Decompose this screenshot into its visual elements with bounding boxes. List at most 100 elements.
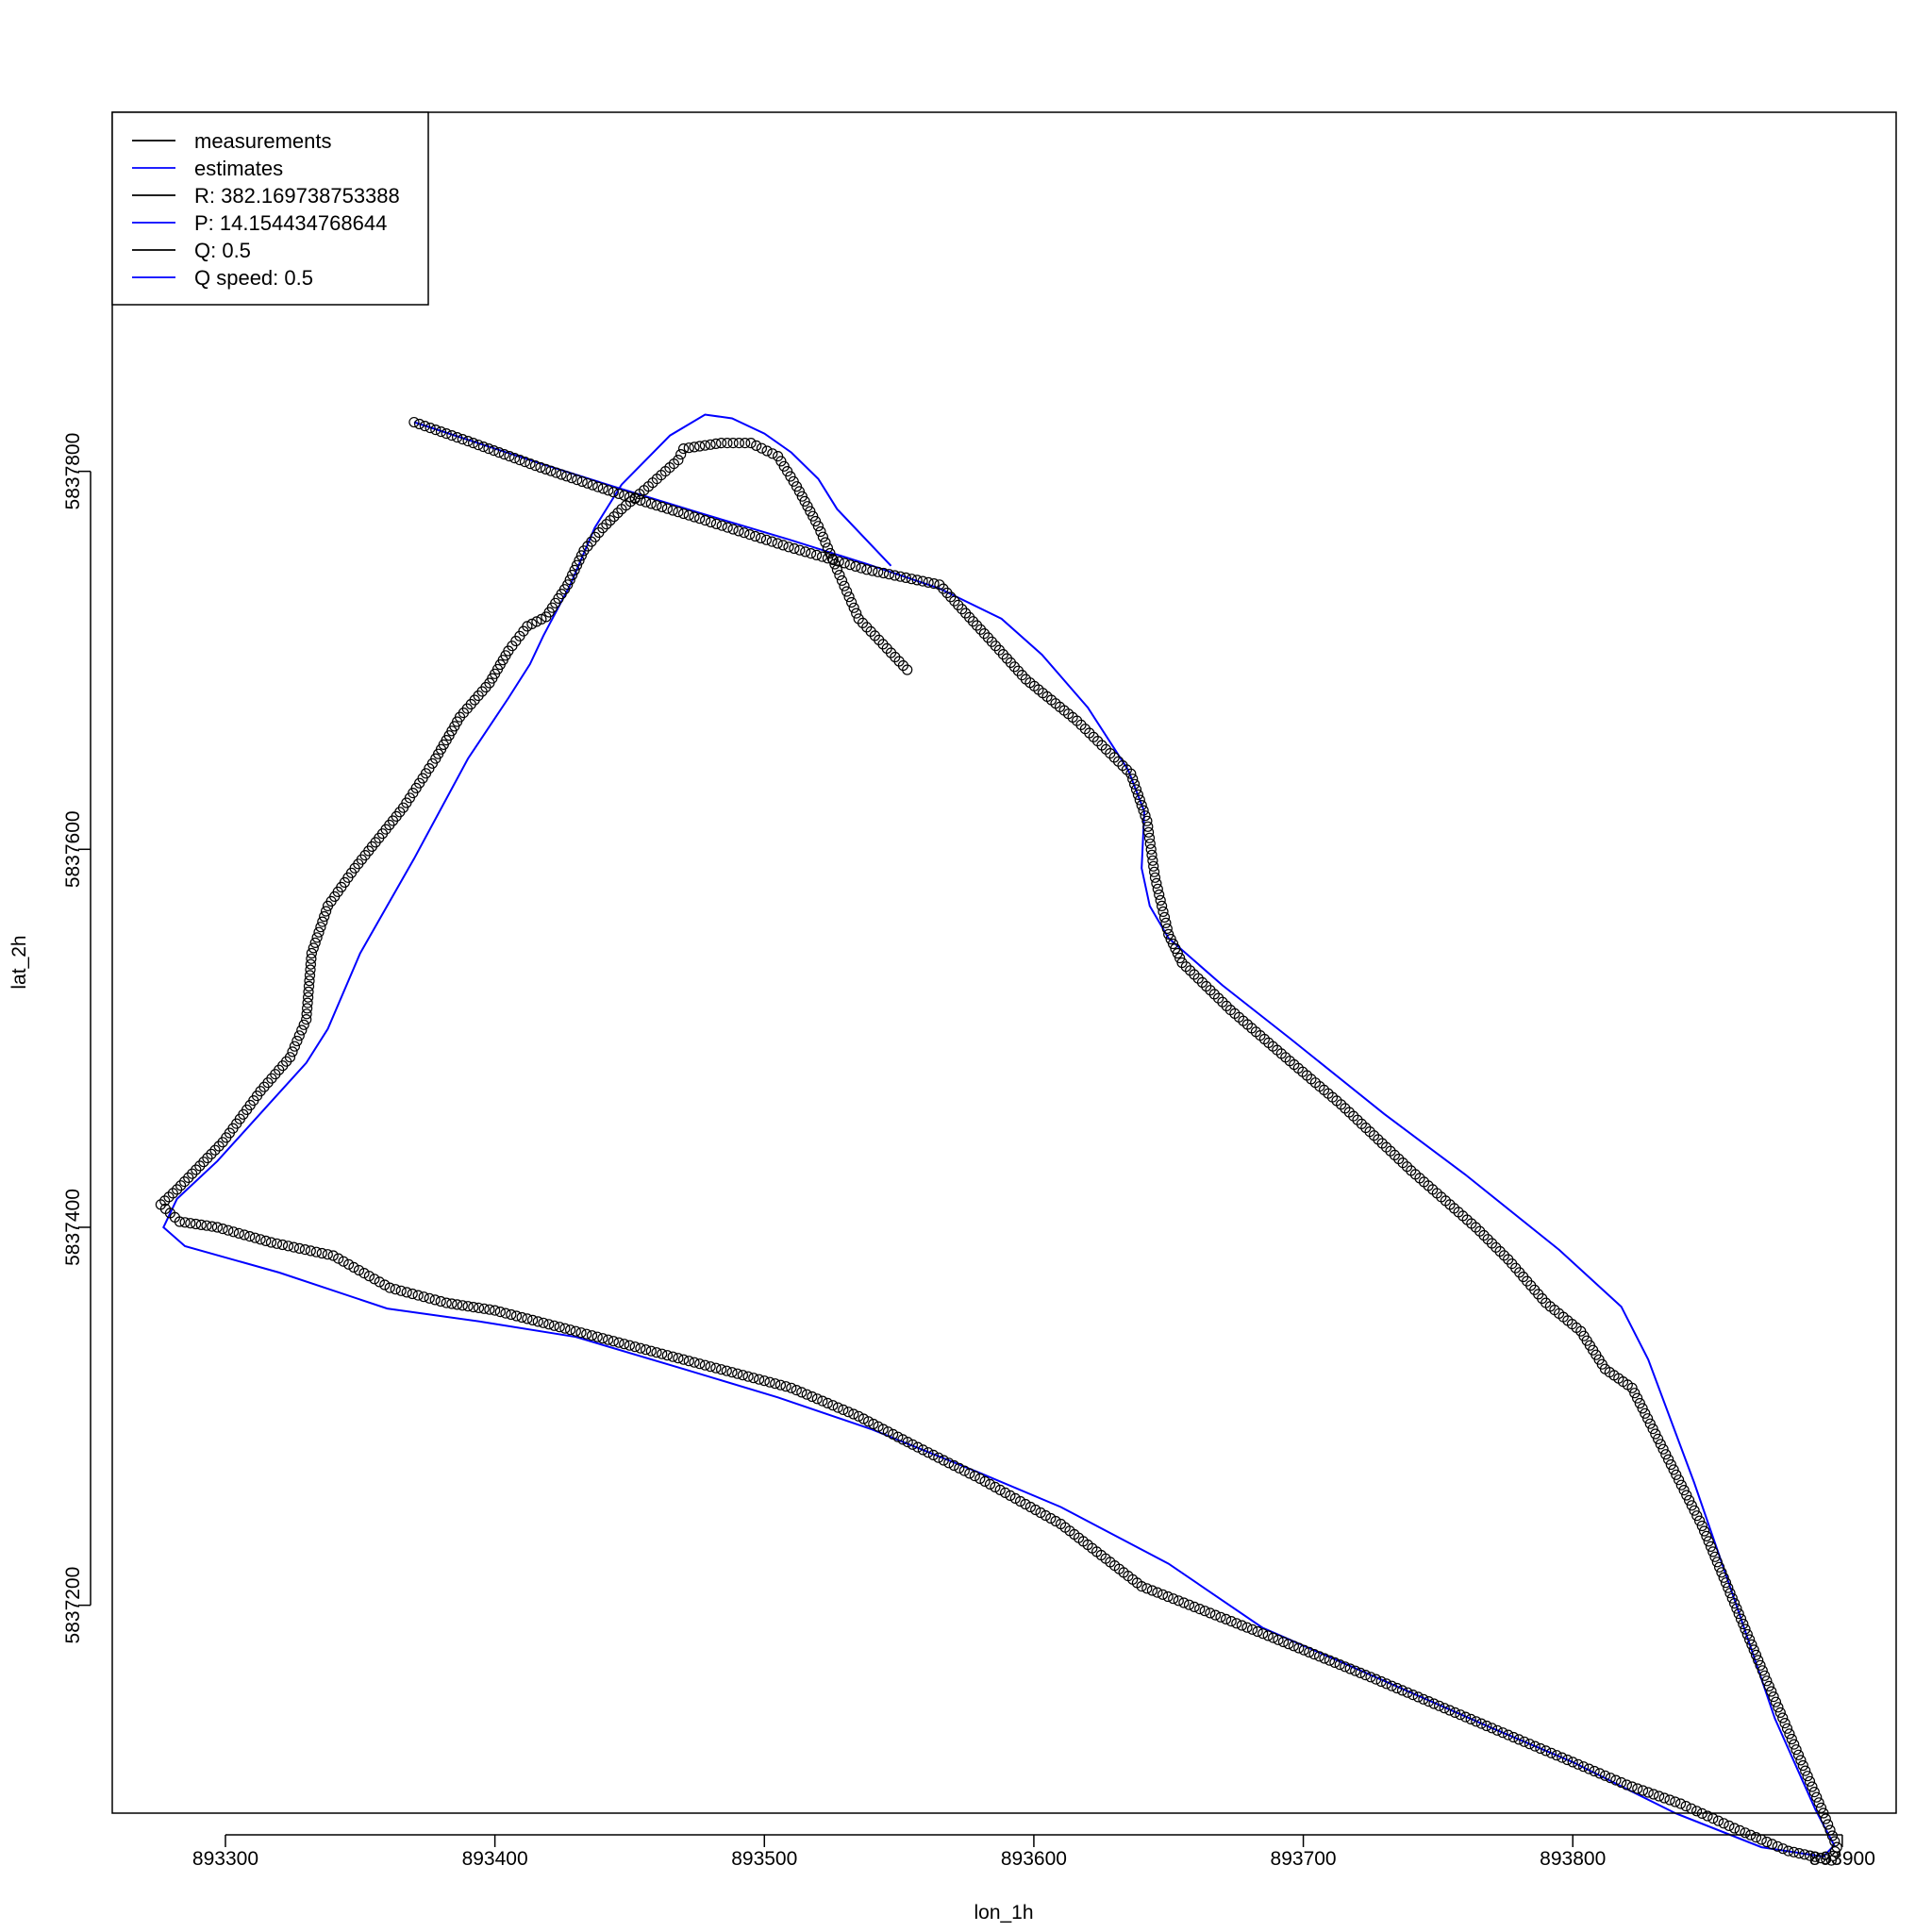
measurement-point [1811,1791,1823,1803]
measurement-point [1165,933,1176,945]
measurement-point [1157,1589,1169,1600]
measurement-point [1471,1716,1482,1727]
measurement-point [1194,1603,1206,1615]
measurement-point [1728,1597,1740,1609]
measurement-point [917,1444,929,1456]
measurement-point [1653,1790,1665,1802]
measurement-point [556,469,567,480]
measurement-point [1642,1787,1654,1798]
y-tick-label: 5837200 [62,1567,84,1644]
measurement-point [858,1413,870,1424]
x-axis-label: lon_1h [974,1902,1033,1924]
measurement-point [1370,1674,1382,1685]
measurement-point [566,569,578,581]
measurement-point [733,525,744,537]
measurement-point [1807,1781,1818,1792]
measurement-point [635,1342,646,1354]
measurement-point [1797,1759,1808,1772]
measurement-point [175,1180,187,1191]
measurement-point [1605,1773,1616,1784]
measurement-point [1308,1648,1320,1660]
measurement-point [761,445,773,457]
measurement-point [322,1249,333,1260]
measurement-point [1288,1641,1300,1652]
measurement-point [882,1426,894,1438]
measurement-point [191,1164,202,1175]
measurement-point [322,900,334,912]
measurement-point [1167,938,1179,950]
measurement-point [624,1340,636,1351]
measurement-point [348,1261,359,1274]
measurement-point [1686,1500,1697,1511]
measurement-point [877,567,890,579]
measurement-point [302,1003,313,1014]
measurement-point [831,564,843,575]
measurement-point [640,496,652,508]
measurement-point [587,479,598,491]
measurement-point [1352,1114,1363,1125]
measurement-point [315,922,326,933]
measurement-point [1733,1607,1744,1620]
measurement-point [1173,1595,1184,1607]
measurement-point [608,511,620,523]
measurement-point [473,440,484,451]
measurement-point [867,565,878,576]
measurement-point [303,986,314,998]
measurement-point [791,481,803,492]
measurement-point [758,1375,770,1387]
measurement-point [1304,1646,1315,1658]
measurement-point [493,447,505,458]
x-tick-label: 893700 [1271,1848,1337,1870]
measurement-point [570,1325,581,1337]
measurement-point [217,1137,228,1148]
measurement-point [305,1245,316,1257]
measurement-point [282,1241,294,1252]
measurement-point [291,1035,303,1047]
measurement-point [705,439,716,450]
measurement-point [494,1306,506,1318]
measurement-point [1637,1785,1649,1796]
measurement-point [1773,1702,1784,1713]
measurement-point [452,432,463,443]
measurement-point [677,508,690,520]
measurement-point [856,562,867,574]
measurement-point [1391,1682,1403,1694]
measurement-point [1141,1583,1153,1594]
measurement-point [519,457,531,468]
measurement-point [838,1404,849,1416]
measurement-point [1142,821,1154,832]
measurement-point [1658,1792,1670,1804]
measurement-point [1205,985,1216,996]
measurement-point [661,503,674,514]
measurement-point [892,1431,904,1442]
measurement-point [689,1357,700,1368]
measurement-point [435,1295,446,1307]
measurement-point [1503,1254,1514,1265]
measurement-point [1660,1449,1672,1460]
measurement-point [1577,1761,1590,1773]
measurement-point [526,1314,539,1326]
measurement-point [468,1301,479,1313]
measurement-point [1718,1818,1729,1829]
measurement-point [1246,1624,1258,1635]
measurement-point [1689,1505,1700,1516]
measurement-point [751,440,762,451]
measurement-point [569,564,580,576]
measurement-point [1172,947,1183,959]
measurement-point [749,530,761,542]
measurement-point [1486,1723,1498,1734]
measurement-point [822,1397,833,1409]
measurement-point [425,423,436,434]
measurement-point [657,501,668,513]
measurement-point [304,970,316,981]
measurement-point [1786,1733,1797,1745]
measurement-point [1152,1587,1163,1598]
measurement-point [1761,1675,1773,1687]
x-tick-label: 893900 [1809,1848,1875,1870]
measurement-point [301,1013,312,1025]
measurement-point [923,1447,934,1458]
measurement-point [1475,1718,1487,1729]
measurement-point [1482,1234,1493,1245]
measurement-point [1418,1693,1429,1705]
